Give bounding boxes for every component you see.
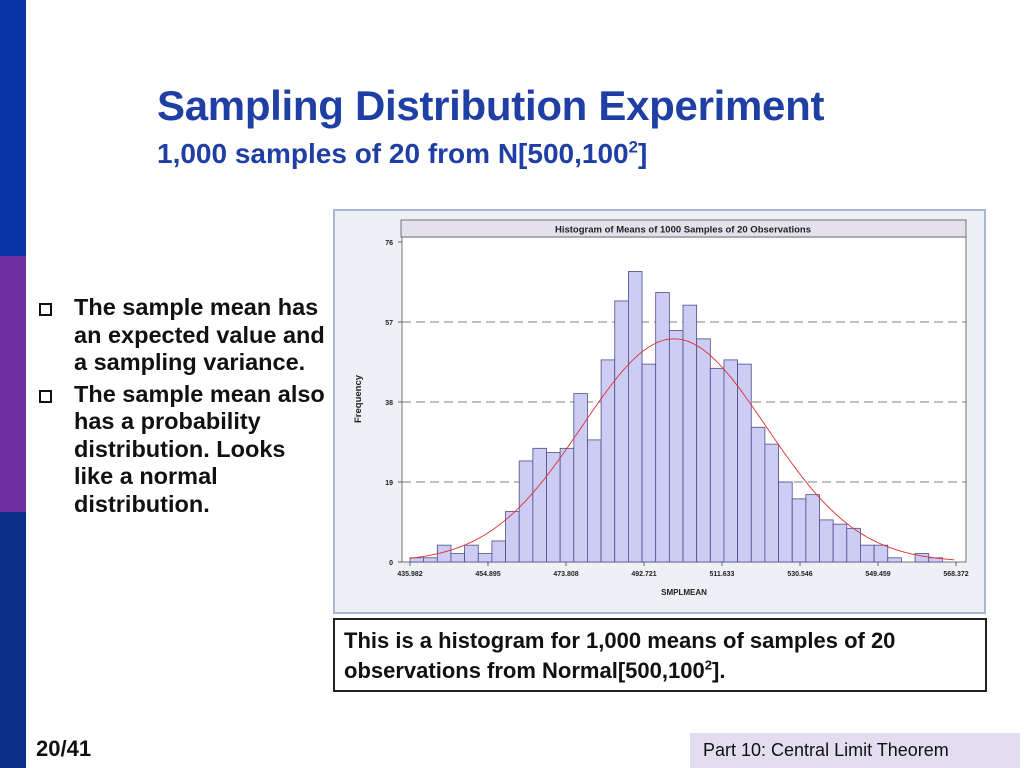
histogram-bar	[505, 511, 520, 563]
histogram-bar	[450, 553, 466, 563]
bullet-item: The sample mean also has a probability d…	[36, 381, 326, 519]
histogram-bar	[778, 481, 793, 563]
chart-title: Histogram of Means of 1000 Samples of 20…	[555, 225, 811, 236]
x-tick-label: 454.895	[475, 571, 500, 578]
page-number: 20/41	[36, 736, 92, 761]
histogram-bar	[587, 439, 602, 563]
chart-title-box	[400, 219, 967, 238]
histogram-bar	[464, 544, 479, 563]
y-tick-label: 19	[385, 480, 393, 487]
histogram-bar	[832, 523, 848, 563]
bullet-item: The sample mean has an expected value an…	[36, 294, 326, 377]
subtitle-end: ]	[637, 138, 648, 169]
histogram-bar	[600, 359, 616, 563]
histogram-bar	[696, 338, 711, 563]
histogram-bar	[764, 443, 779, 563]
histogram-bar	[682, 304, 698, 563]
bullet-text: The sample mean has an expected value an…	[74, 294, 325, 375]
histogram-bar	[723, 359, 739, 563]
x-tick-label: 568.372	[943, 571, 968, 578]
histogram-bar	[750, 426, 766, 563]
side-bar-middle	[0, 256, 26, 512]
histogram-bar	[846, 527, 861, 563]
histogram-bar	[546, 452, 561, 563]
x-tick-label: 473.808	[553, 571, 578, 578]
bullet-text: The sample mean also has a probability d…	[74, 380, 325, 517]
y-tick-label: 38	[385, 400, 393, 407]
y-axis-ticks: 0 19 38 57 76	[385, 240, 402, 567]
square-bullet-icon	[39, 303, 52, 316]
x-axis-label: SMPLMEAN	[661, 588, 707, 597]
histogram-bar	[791, 498, 807, 563]
histogram-bar	[709, 367, 725, 563]
histogram-bar	[628, 271, 643, 563]
chart-caption: This is a histogram for 1,000 means of s…	[333, 618, 987, 692]
histogram-bar	[518, 460, 534, 563]
normal-curve	[409, 338, 955, 561]
footer-label: Part 10: Central Limit Theorem	[690, 733, 1020, 768]
x-tick-label: 492.721	[631, 571, 656, 578]
x-tick-label: 549.459	[865, 571, 890, 578]
histogram-bar	[477, 553, 493, 563]
histogram-bar	[887, 557, 902, 563]
slide-title: Sampling Distribution Experiment	[157, 82, 825, 129]
histogram-bar	[737, 363, 752, 563]
side-bar-top	[0, 0, 26, 256]
histogram-bar	[873, 544, 889, 563]
histogram-figure: Histogram of Means of 1000 Samples of 20…	[333, 209, 986, 614]
histogram-bar	[491, 540, 506, 563]
histogram-bar	[614, 300, 629, 563]
x-tick-label: 435.982	[397, 571, 422, 578]
histogram-bar	[819, 519, 834, 563]
x-tick-label: 530.546	[787, 571, 812, 578]
histogram-bar	[860, 544, 875, 563]
histogram-bar	[573, 393, 588, 563]
histogram-bar	[559, 447, 575, 563]
square-bullet-icon	[39, 389, 52, 403]
histogram-chart: Histogram of Means of 1000 Samples of 20…	[335, 211, 984, 612]
y-tick-label: 76	[385, 240, 393, 247]
y-tick-label: 57	[385, 320, 393, 327]
subtitle-text: 1,000 samples of 20 from N[500,100	[157, 138, 629, 169]
side-bar-bottom	[0, 512, 26, 768]
histogram-bar	[655, 292, 670, 563]
histogram-bar	[668, 330, 684, 563]
histogram-bars	[409, 271, 943, 563]
histogram-bar	[641, 363, 657, 563]
y-tick-label: 0	[389, 560, 393, 567]
caption-superscript: 2	[704, 657, 713, 673]
bullet-list: The sample mean has an expected value an…	[36, 294, 326, 522]
x-tick-label: 511.633	[710, 571, 735, 578]
subtitle-superscript: 2	[628, 137, 638, 157]
histogram-bar	[805, 494, 820, 563]
histogram-bar	[532, 447, 547, 563]
caption-end: ].	[712, 658, 726, 683]
x-axis-ticks: 435.982 454.895 473.808 492.721 511.633 530.5…	[397, 562, 969, 578]
histogram-bar	[423, 557, 438, 563]
caption-text: This is a histogram for 1,000 means of s…	[344, 628, 896, 683]
y-axis-label: Frequency	[353, 374, 364, 423]
slide-subtitle: 1,000 samples of 20 from N[500,1002]	[157, 138, 647, 170]
